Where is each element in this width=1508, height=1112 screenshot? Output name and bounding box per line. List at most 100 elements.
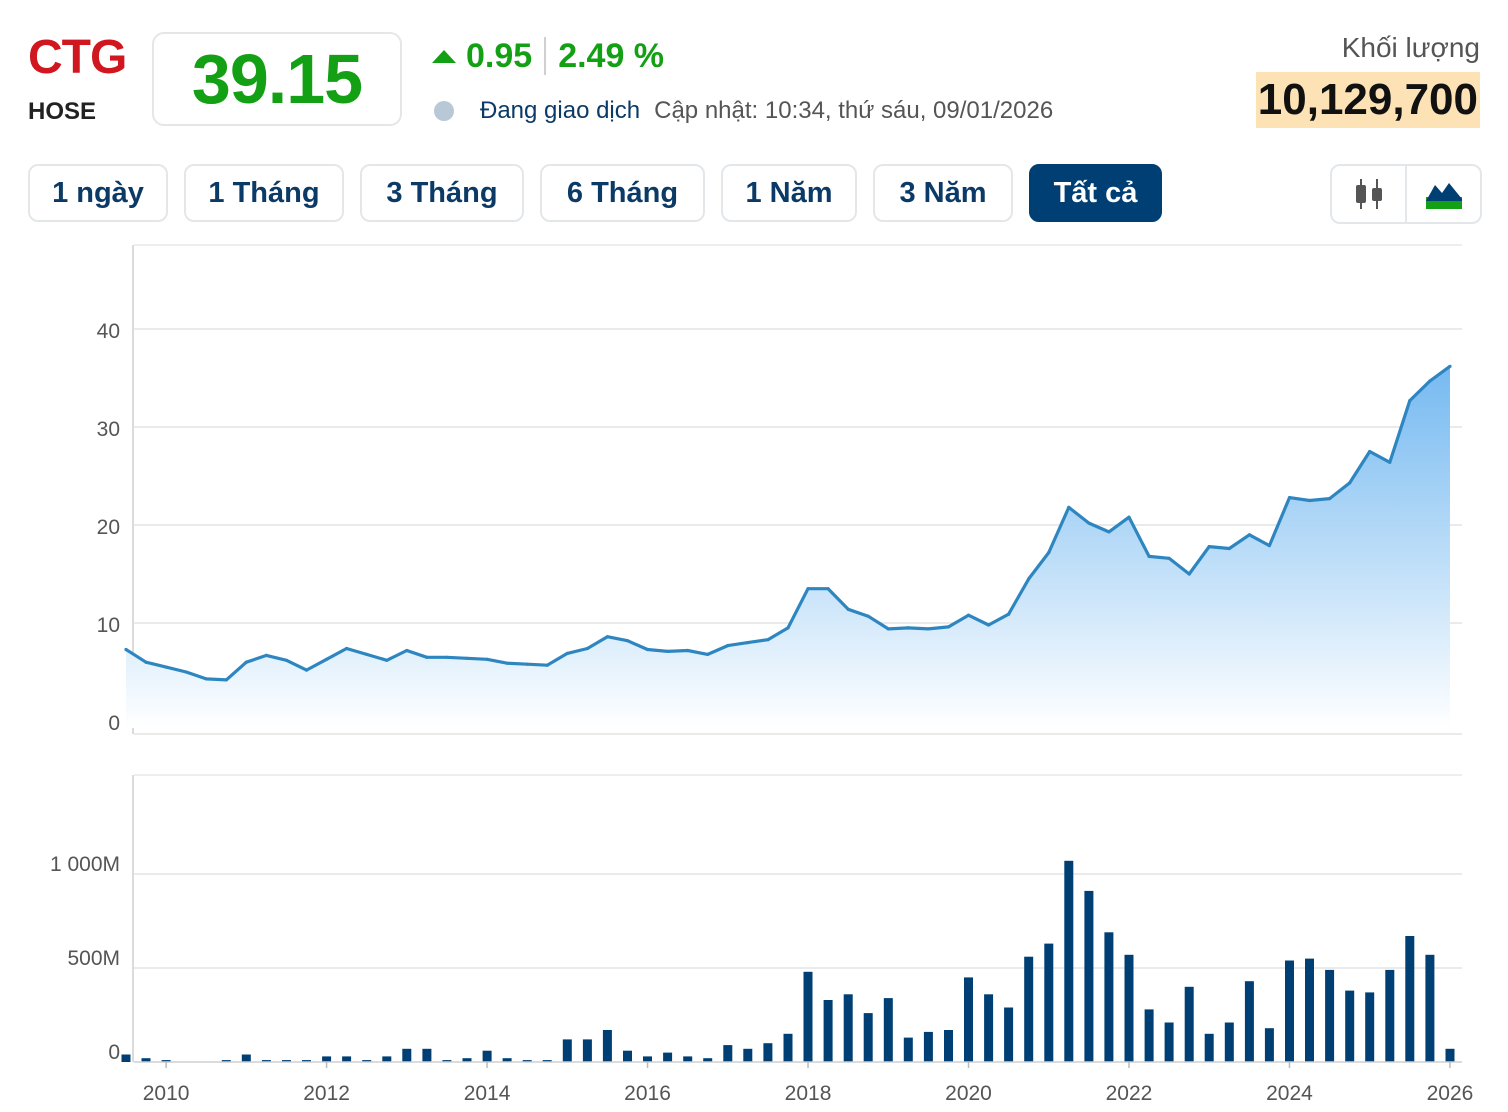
- volume-bar: [843, 994, 853, 1062]
- tab-3-years[interactable]: 3 Năm: [873, 164, 1013, 222]
- volume-bar: [723, 1045, 733, 1062]
- volume-bar: [964, 977, 973, 1062]
- chart-type-toggle: [1330, 164, 1482, 224]
- price-point: [926, 627, 931, 631]
- volume-bar: [582, 1039, 592, 1062]
- price-point: [886, 627, 890, 631]
- price-point: [405, 648, 409, 653]
- price-point: [304, 668, 309, 672]
- price-point: [445, 655, 449, 659]
- volume-bar: [1325, 969, 1335, 1062]
- price-point: [786, 626, 790, 630]
- price-point: [365, 652, 369, 657]
- volume-y-tick: 0: [108, 1041, 120, 1064]
- price-point: [906, 626, 910, 630]
- price-y-tick: 10: [97, 614, 120, 637]
- candlestick-icon: [1355, 179, 1382, 209]
- volume-bar: [683, 1056, 693, 1062]
- price-point: [1388, 460, 1392, 464]
- price-point: [1247, 533, 1251, 537]
- x-tick-label: 2014: [464, 1082, 511, 1105]
- x-tick-label: 2020: [945, 1082, 992, 1105]
- price-point: [1448, 364, 1452, 368]
- divider: [544, 37, 547, 75]
- volume-bar: [1204, 1033, 1214, 1062]
- volume-bar: [442, 1060, 452, 1062]
- volume-bar: [1285, 960, 1294, 1062]
- volume-bar: [462, 1058, 472, 1062]
- price-point: [1408, 399, 1412, 403]
- volume-bar: [1124, 954, 1134, 1062]
- volume-bar: [1044, 943, 1054, 1062]
- price-point: [846, 607, 850, 611]
- price-point: [666, 649, 670, 654]
- volume-bar: [944, 1030, 953, 1062]
- volume-bar: [783, 1033, 793, 1062]
- price-point: [184, 670, 188, 674]
- volume-bar: [703, 1058, 713, 1062]
- volume-bar: [1244, 981, 1254, 1062]
- price-point: [264, 653, 268, 658]
- price-point: [1428, 379, 1432, 383]
- price-point: [1007, 612, 1011, 616]
- price-point: [144, 660, 148, 664]
- price-point: [525, 662, 529, 666]
- area-chart-icon: [1425, 183, 1462, 209]
- volume-bar: [643, 1056, 652, 1062]
- x-tick-label: 2024: [1266, 1082, 1313, 1105]
- tab-6-months[interactable]: 6 Tháng: [540, 164, 705, 222]
- price-point: [1147, 554, 1151, 559]
- exchange-label: HOSE: [28, 98, 97, 125]
- tab-1-year[interactable]: 1 Năm: [721, 164, 857, 222]
- up-arrow-icon: [432, 49, 456, 63]
- price-point: [1368, 449, 1372, 454]
- candlestick-button[interactable]: [1332, 166, 1405, 222]
- price-point: [1067, 505, 1071, 509]
- price-point: [244, 660, 248, 664]
- price-point: [1087, 521, 1091, 525]
- volume-bar: [923, 1031, 933, 1062]
- volume-bar: [1084, 890, 1094, 1062]
- price-point: [605, 635, 610, 639]
- price-point: [706, 652, 710, 657]
- volume-bar: [322, 1056, 332, 1062]
- volume-y-tick: 1 000M: [50, 853, 120, 876]
- volume-bar: [803, 971, 813, 1062]
- price-point: [124, 647, 128, 652]
- volume-bar: [1144, 1009, 1154, 1062]
- ticker-symbol: CTG: [28, 31, 127, 84]
- tab-1-day[interactable]: 1 ngày: [28, 164, 168, 222]
- volume-bar: [1184, 986, 1194, 1062]
- price-point: [966, 613, 971, 617]
- tab-all[interactable]: Tất cả: [1029, 164, 1162, 222]
- price-y-tick: 40: [97, 320, 120, 343]
- volume-bar: [241, 1054, 251, 1062]
- price-point: [987, 623, 991, 627]
- price-point: [1267, 544, 1271, 548]
- price-point: [1227, 546, 1231, 551]
- price-point: [806, 587, 810, 591]
- price-point: [1287, 496, 1292, 500]
- price-point: [946, 625, 951, 629]
- volume-y-tick: 500M: [67, 947, 120, 970]
- area-chart-button[interactable]: [1405, 166, 1480, 222]
- price-point: [1187, 572, 1191, 576]
- volume-bar: [482, 1050, 492, 1062]
- volume-bar: [1164, 1022, 1174, 1062]
- tab-3-months[interactable]: 3 Tháng: [360, 164, 524, 222]
- volume-bar: [1345, 990, 1355, 1062]
- price-point: [686, 648, 690, 653]
- price-change: 0.95 2.49 %: [432, 34, 664, 78]
- volume-bar: [823, 1000, 833, 1062]
- tab-1-month[interactable]: 1 Tháng: [184, 164, 344, 222]
- x-tick-label: 2012: [303, 1082, 350, 1105]
- volume-bar: [542, 1060, 552, 1062]
- volume-bar: [763, 1043, 773, 1062]
- price-point: [284, 658, 289, 662]
- volume-bar: [1104, 932, 1114, 1062]
- price-point: [1047, 550, 1051, 555]
- x-tick-label: 2010: [143, 1082, 190, 1105]
- change-value: 0.95: [466, 36, 533, 75]
- volume-bar: [362, 1060, 372, 1062]
